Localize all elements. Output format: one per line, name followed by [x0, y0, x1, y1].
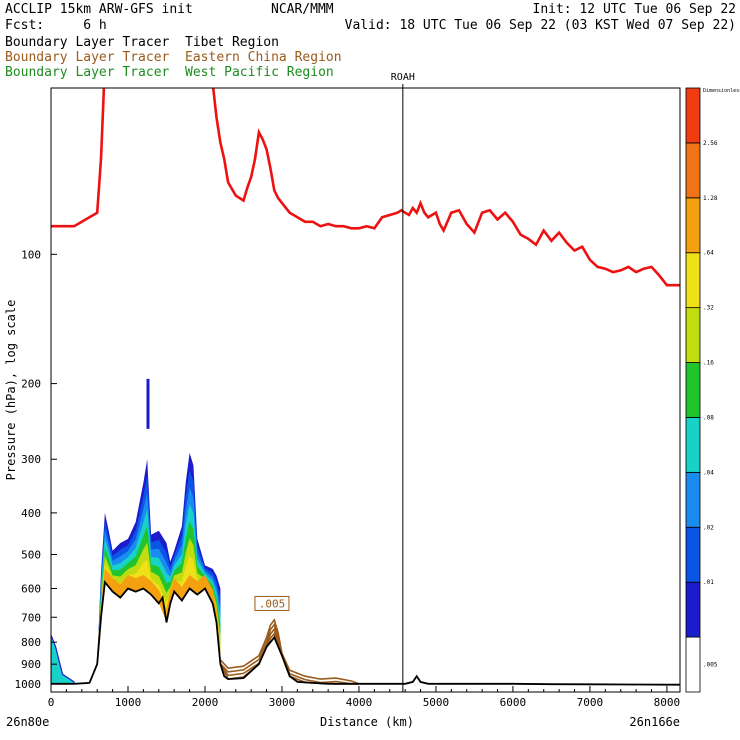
header-valid-time: Valid: 18 UTC Tue 06 Sep 22 (03 KST Wed … — [344, 18, 736, 33]
color-bar-label: .02 — [703, 524, 714, 531]
western-tracer-blob — [51, 634, 75, 685]
color-bar-segment — [685, 362, 701, 418]
color-bar-label: .64 — [703, 250, 714, 257]
color-bar-label: .005 — [703, 662, 718, 669]
tropopause-line — [51, 88, 680, 287]
y-tick-label: 100 — [21, 248, 41, 261]
tibet-tracer-core — [97, 568, 221, 664]
terrain-line — [51, 579, 680, 686]
roah-marker-label: ROAH — [391, 72, 415, 83]
y-tick-label: 500 — [21, 549, 41, 562]
color-bar-label: 1.28 — [703, 195, 718, 202]
tracer-fill-layer — [51, 378, 221, 685]
plot-frame — [50, 87, 681, 693]
header-forecast-hour: Fcst: 6 h — [5, 18, 107, 33]
header-tracer-tibet: Boundary Layer Tracer Tibet Region — [5, 35, 279, 50]
y-tick-label: 700 — [21, 611, 41, 624]
color-bar-segment — [685, 197, 701, 254]
color-bar-segment — [685, 87, 701, 144]
axes-layer: ROAH .005 0 1000 2000 3000 4000 5000 6000 7000 800… — [4, 72, 680, 729]
color-bar-segment — [685, 636, 701, 693]
color-bar-segment — [685, 252, 701, 309]
contour-label-box — [254, 595, 290, 611]
x-tick-label: 4000 — [346, 696, 373, 709]
header-model-title: ACCLIP 15km ARW-GFS init — [5, 2, 193, 17]
color-bar-label: .04 — [703, 469, 714, 476]
y-axis-label: Pressure (hPa), log scale — [4, 300, 18, 481]
y-tick-label: 200 — [21, 378, 41, 391]
right-endpoint-label: 26n166e — [629, 715, 680, 729]
contour-label: .005 — [259, 597, 286, 610]
y-tick-label: 400 — [21, 507, 41, 520]
eastern-china-tracer-line-0 — [219, 618, 360, 685]
x-tick-label: 1000 — [115, 696, 142, 709]
color-bar-label: .16 — [703, 360, 714, 367]
color-bar-segment — [685, 526, 701, 583]
color-bar-label: .08 — [703, 414, 714, 421]
color-bar-label: 2.56 — [703, 140, 718, 147]
line-layer — [51, 88, 680, 686]
x-tick-label: 6000 — [500, 696, 527, 709]
header-source: NCAR/MMM — [271, 2, 334, 17]
y-tick-label: 800 — [21, 636, 41, 649]
header-init-time: Init: 12 UTC Tue 06 Sep 22 — [532, 2, 737, 17]
y-tick-label: 600 — [21, 583, 41, 596]
color-bar-label: Dimensionless — [703, 88, 740, 94]
x-tick-label: 0 — [48, 696, 55, 709]
x-axis-label: Distance (km) — [320, 715, 414, 729]
color-bar-label: .32 — [703, 305, 714, 312]
header-tracer-eastern-china: Boundary Layer Tracer Eastern China Regi… — [5, 50, 342, 65]
x-tick-label: 2000 — [192, 696, 219, 709]
left-endpoint-label: 26n80e — [6, 715, 49, 729]
x-tick-label: 3000 — [269, 696, 296, 709]
color-bar-label: .01 — [703, 579, 714, 586]
y-tick-label: 300 — [21, 453, 41, 466]
x-tick-label: 5000 — [423, 696, 450, 709]
color-bar-segment — [685, 307, 701, 363]
x-tick-label: 7000 — [577, 696, 604, 709]
color-bar: .005 .01 .02 .04 .08 .16 .32 .64 1.28 2.56 Dimensi… — [685, 87, 740, 693]
y-tick-label: 1000 — [15, 678, 42, 691]
header-tracer-west-pacific: Boundary Layer Tracer West Pacific Regio… — [5, 65, 334, 80]
color-bar-segment — [685, 471, 701, 528]
eastern-china-tracer-line-1 — [219, 622, 359, 685]
y-tick-label: 900 — [21, 658, 41, 671]
color-bar-segment — [685, 581, 701, 638]
color-bar-segment — [685, 417, 701, 473]
color-bar-segment — [685, 142, 701, 199]
x-tick-label: 8000 — [654, 696, 681, 709]
